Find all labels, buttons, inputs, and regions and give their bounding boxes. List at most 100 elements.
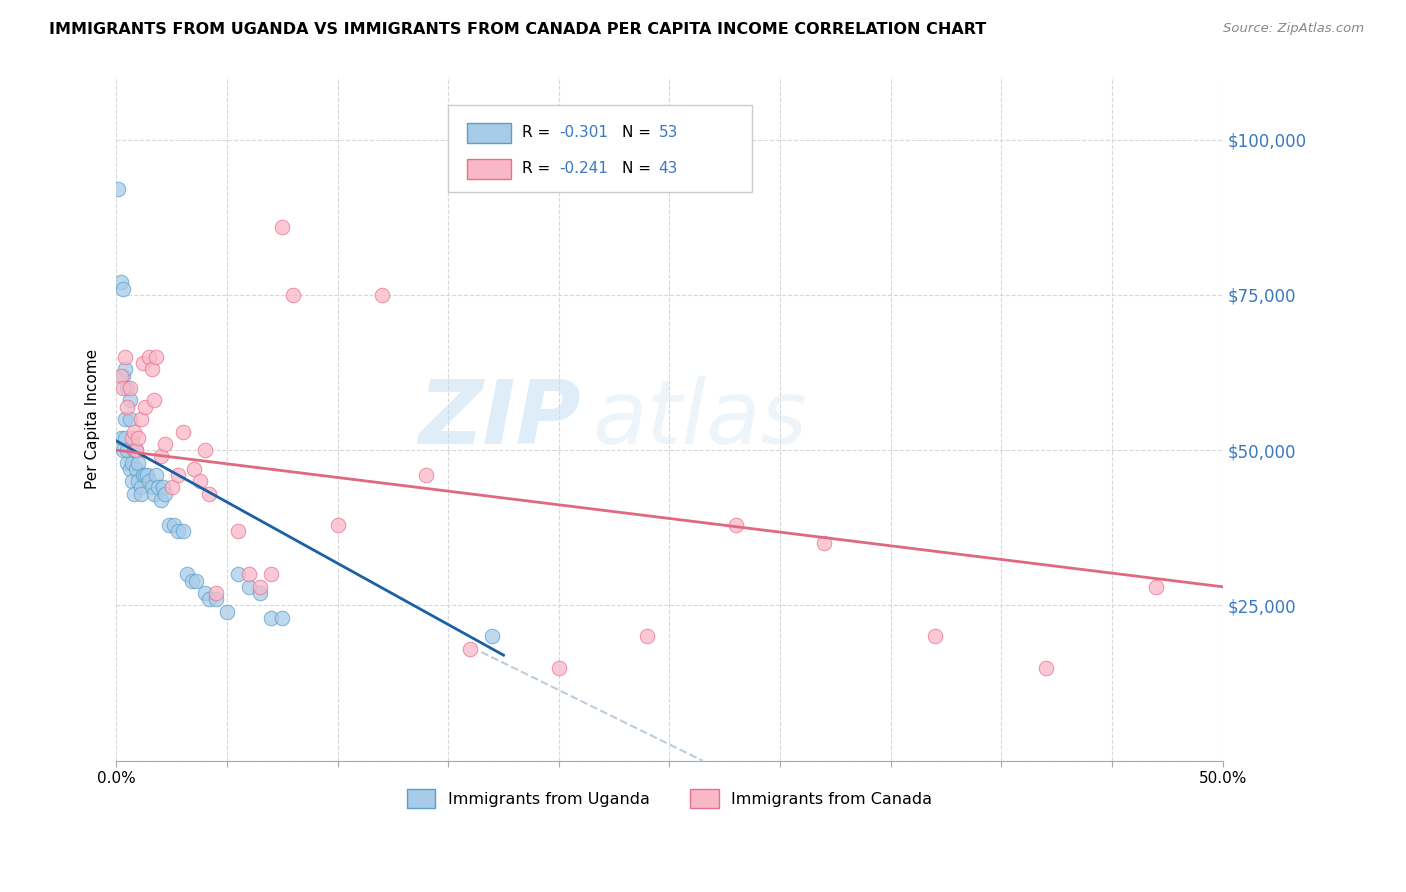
Text: IMMIGRANTS FROM UGANDA VS IMMIGRANTS FROM CANADA PER CAPITA INCOME CORRELATION C: IMMIGRANTS FROM UGANDA VS IMMIGRANTS FRO… [49,22,987,37]
Point [163,517,186,532]
Point [117,400,139,414]
Point [636,630,658,644]
Point [198,486,221,500]
Point [190,474,212,488]
Point [110,276,132,290]
Point [415,468,437,483]
Text: R =: R = [522,125,555,140]
Point [125,443,148,458]
Point [172,524,194,538]
Point [460,641,482,656]
Point [114,412,136,426]
Point [326,517,349,532]
Point [127,456,149,470]
Point [371,288,394,302]
Point [238,580,260,594]
Point [111,443,134,458]
Point [152,480,174,494]
Point [138,474,160,488]
Point [114,350,136,364]
Point [149,450,172,464]
Point [129,480,152,494]
Point [111,282,134,296]
Point [121,456,143,470]
Text: -0.241: -0.241 [558,161,607,176]
Point [283,288,305,302]
Point [125,462,148,476]
Point [145,468,167,483]
Point [145,350,167,364]
Point [121,431,143,445]
Point [215,605,238,619]
Point [160,480,183,494]
Point [125,443,148,458]
Point [157,517,180,532]
Point [194,586,217,600]
Point [481,630,503,644]
Point [142,393,165,408]
Point [547,660,569,674]
Point [111,381,134,395]
Point [127,431,149,445]
Point [167,468,190,483]
Point [141,362,163,376]
Text: R =: R = [522,161,555,176]
Point [118,393,141,408]
Bar [467,159,512,179]
Point [129,486,152,500]
Point [1035,660,1057,674]
Point [198,592,221,607]
Point [183,462,205,476]
Y-axis label: Per Capita Income: Per Capita Income [86,349,100,489]
Point [249,586,271,600]
Point [110,431,132,445]
Point [226,567,249,582]
Point [114,362,136,376]
Point [167,524,190,538]
FancyBboxPatch shape [449,104,752,193]
Point [205,592,228,607]
Point [136,468,159,483]
Point [138,350,160,364]
Text: ZIP: ZIP [418,376,581,463]
Point [118,381,141,395]
Point [129,412,152,426]
Point [924,630,946,644]
Point [141,480,163,494]
Point [176,567,198,582]
Text: atlas: atlas [592,376,807,462]
Point [180,574,202,588]
Point [134,400,156,414]
Point [172,425,194,439]
Point [271,611,294,625]
Bar [467,122,512,143]
Point [111,368,134,383]
Point [122,425,145,439]
Point [238,567,260,582]
Point [122,443,145,458]
Text: 53: 53 [658,125,678,140]
Legend: Immigrants from Uganda, Immigrants from Canada: Immigrants from Uganda, Immigrants from … [401,783,939,814]
Point [205,586,228,600]
Point [127,474,149,488]
Point [184,574,207,588]
Text: N =: N = [621,125,655,140]
Point [132,356,155,370]
Point [1144,580,1167,594]
Point [149,492,172,507]
Point [110,368,132,383]
Point [260,611,283,625]
Point [194,443,217,458]
Point [153,437,176,451]
Point [148,480,170,494]
Point [132,468,155,483]
Point [226,524,249,538]
Point [122,486,145,500]
Point [813,536,835,550]
Text: 43: 43 [658,161,678,176]
Text: Source: ZipAtlas.com: Source: ZipAtlas.com [1223,22,1364,36]
Point [260,567,283,582]
Point [107,182,129,196]
Point [121,474,143,488]
Point [118,412,141,426]
